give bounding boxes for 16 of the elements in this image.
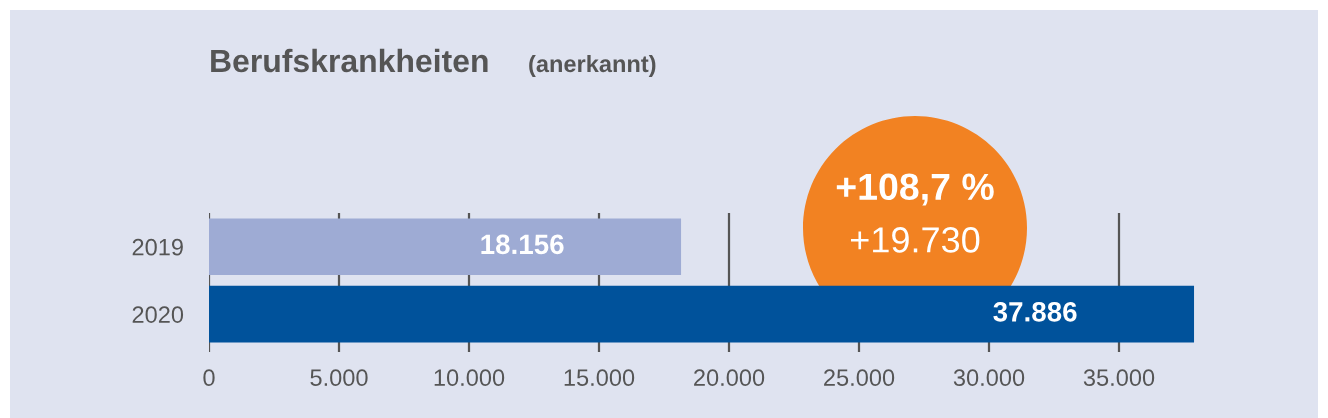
chart-title: Berufskrankheiten [211,48,488,73]
x-tick-label: 5.000 [310,369,368,387]
x-tick-label: 20.000 [694,369,765,387]
chart-subtitle: (anerkannt) [529,54,656,77]
x-tick-label: 15.000 [564,369,635,387]
annotation: +19.730 [851,227,980,253]
x-tick-label: 25.000 [824,369,895,387]
x-tick-label: 0 [203,369,215,387]
x-tick-label: 10.000 [434,369,505,387]
x-tick-label: 30.000 [953,369,1025,387]
data-label: 37.886 [993,302,1077,322]
x-tick-label: 35.000 [1083,369,1155,387]
y-tick-label: 2019 [132,238,183,256]
data-label: 18.156 [481,234,564,255]
text: +108,7 % [836,173,994,206]
y-tick-label: 2020 [132,306,184,323]
